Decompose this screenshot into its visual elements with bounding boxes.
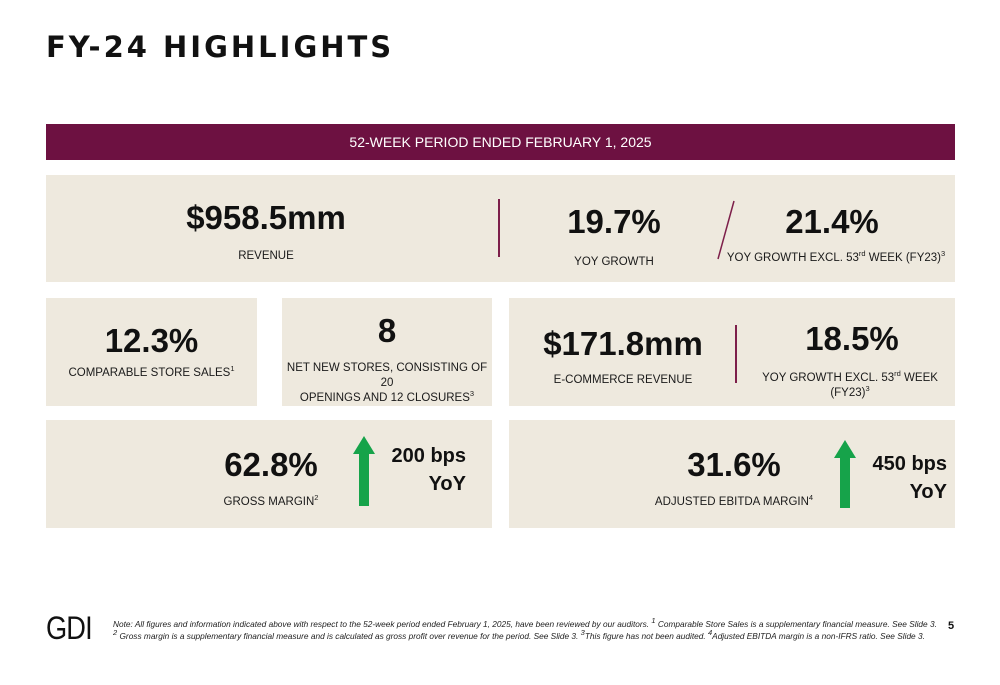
comparable-card: 12.3% COMPARABLE STORE SALES1	[46, 298, 257, 406]
revenue-label: REVENUE	[166, 249, 366, 264]
yoy-growth-excl-label: YOY GROWTH EXCL. 53rd WEEK (FY23)3	[726, 251, 946, 266]
ecommerce-value: $171.8mm	[523, 325, 723, 363]
superscript: rd	[894, 369, 901, 378]
page-number: 5	[948, 620, 954, 632]
ecommerce-card: $171.8mm E-COMMERCE REVENUE 18.5% YOY GR…	[509, 298, 955, 406]
note-text: Adjusted EBITDA margin is a non-IFRS rat…	[712, 631, 925, 641]
period-banner: 52-WEEK PERIOD ENDED FEBRUARY 1, 2025	[46, 124, 955, 160]
superscript: rd	[859, 249, 866, 258]
change-amount: 200 bps	[376, 444, 466, 468]
period-banner-text: 52-WEEK PERIOD ENDED FEBRUARY 1, 2025	[349, 134, 651, 150]
label-text: YOY GROWTH EXCL. 53	[762, 372, 894, 384]
yoy-growth-excl-value: 21.4%	[732, 203, 932, 241]
gross-margin-change: 200 bps YoY	[376, 444, 466, 496]
ecommerce-growth-label: YOY GROWTH EXCL. 53rd WEEK (FY23)3	[745, 371, 955, 401]
comparable-label: COMPARABLE STORE SALES1	[46, 366, 257, 381]
gdi-logo: GDI	[46, 610, 92, 647]
footnote-ref: 3	[865, 384, 869, 393]
arrow-up-icon	[352, 436, 376, 506]
note-text: Gross margin is a supplementary financia…	[117, 631, 580, 641]
ebitda-value: 31.6%	[679, 446, 789, 484]
yoy-growth-value: 19.7%	[514, 203, 714, 241]
note-text: Note: All figures and information indica…	[113, 619, 651, 629]
yoy-growth-label: YOY GROWTH	[514, 255, 714, 270]
ebitda-card: 31.6% ADJUSTED EBITDA MARGIN4 450 bps Yo…	[509, 420, 955, 528]
revenue-value: $958.5mm	[166, 199, 366, 237]
stores-value: 8	[282, 312, 492, 350]
label-text: COMPARABLE STORE SALES	[68, 367, 230, 379]
ecommerce-growth-value: 18.5%	[752, 320, 952, 358]
label-text: WEEK (FY23)	[866, 252, 941, 264]
footnote-ref: 4	[809, 493, 813, 502]
label-text: OPENINGS AND 12 CLOSURES	[300, 392, 470, 404]
footnote: Note: All figures and information indica…	[113, 618, 941, 642]
note-text: Comparable Store Sales is a supplementar…	[656, 619, 937, 629]
gross-margin-label: GROSS MARGIN2	[206, 495, 336, 510]
footnote-ref: 1	[230, 364, 234, 373]
ebitda-change: 450 bps YoY	[855, 452, 947, 504]
change-amount: 450 bps	[855, 452, 947, 476]
change-period: YoY	[376, 472, 466, 496]
change-period: YoY	[855, 480, 947, 504]
label-text: ADJUSTED EBITDA MARGIN	[655, 496, 809, 508]
page-title: FY-24 HIGHLIGHTS	[46, 30, 394, 64]
stores-card: 8 NET NEW STORES, CONSISTING OF 20 OPENI…	[282, 298, 492, 406]
gross-margin-value: 62.8%	[216, 446, 326, 484]
label-text: GROSS MARGIN	[224, 496, 315, 508]
arrow-up-icon	[833, 440, 857, 508]
note-text: This figure has not been audited.	[585, 631, 708, 641]
ebitda-label: ADJUSTED EBITDA MARGIN4	[649, 495, 819, 510]
gross-margin-card: 62.8% GROSS MARGIN2 200 bps YoY	[46, 420, 492, 528]
footnote-ref: 3	[941, 249, 945, 258]
comparable-value: 12.3%	[46, 322, 257, 360]
stores-label: NET NEW STORES, CONSISTING OF 20 OPENING…	[282, 361, 492, 406]
divider	[498, 199, 500, 257]
divider	[735, 325, 737, 383]
footnote-ref: 3	[470, 389, 474, 398]
ecommerce-label: E-COMMERCE REVENUE	[523, 373, 723, 388]
revenue-card: $958.5mm REVENUE 19.7% YOY GROWTH 21.4% …	[46, 175, 955, 282]
footnote-ref: 2	[314, 493, 318, 502]
label-text: YOY GROWTH EXCL. 53	[727, 252, 859, 264]
label-line: NET NEW STORES, CONSISTING OF 20	[282, 361, 492, 391]
label-line-2: OPENINGS AND 12 CLOSURES3	[282, 391, 492, 406]
